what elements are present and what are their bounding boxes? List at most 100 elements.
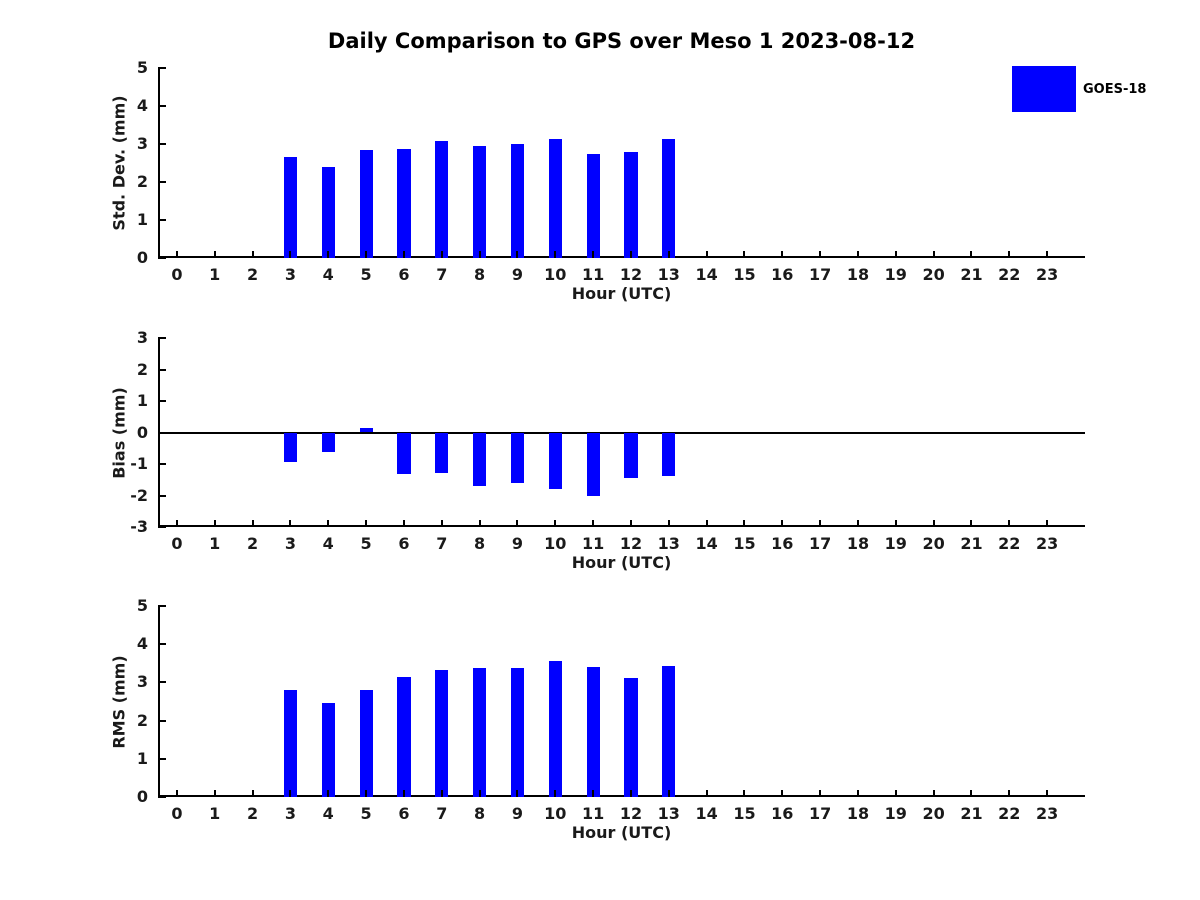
x-tick-label: 9 bbox=[511, 265, 523, 284]
y-tick bbox=[158, 181, 166, 183]
y-tick bbox=[158, 757, 166, 760]
x-tick-label: 15 bbox=[733, 534, 756, 553]
x-tick-label: 16 bbox=[771, 804, 794, 823]
x-tick-label: 18 bbox=[846, 804, 870, 823]
x-tick bbox=[554, 520, 557, 527]
y-tick-label: 3 bbox=[136, 672, 148, 692]
x-tick bbox=[516, 790, 519, 797]
y-tick bbox=[158, 105, 166, 107]
x-tick-label: 5 bbox=[360, 265, 372, 284]
bar-hour-9 bbox=[510, 432, 525, 483]
x-tick bbox=[970, 790, 973, 797]
x-tick-label: 20 bbox=[922, 534, 945, 553]
x-tick bbox=[1046, 790, 1049, 797]
y-tick bbox=[158, 643, 166, 646]
x-tick bbox=[932, 520, 935, 527]
y-tick bbox=[158, 463, 166, 465]
x-tick bbox=[1008, 790, 1011, 797]
x-tick bbox=[781, 520, 784, 527]
bar-hour-8 bbox=[473, 146, 487, 258]
x-tick-label: 3 bbox=[284, 534, 296, 553]
y-axis-label: Std. Dev. (mm) bbox=[109, 95, 129, 231]
x-axis-label: Hour (UTC) bbox=[571, 284, 672, 303]
y-tick-label: 1 bbox=[136, 210, 148, 229]
y-tick-label: 5 bbox=[136, 596, 148, 615]
x-tick-label: 0 bbox=[171, 265, 183, 284]
x-tick-label: 0 bbox=[171, 534, 183, 553]
bar-hour-10 bbox=[548, 139, 562, 258]
x-tick bbox=[705, 251, 708, 258]
x-tick-label: 10 bbox=[544, 265, 567, 284]
legend-swatch-goes18 bbox=[1012, 66, 1076, 112]
x-tick-label: 19 bbox=[884, 534, 907, 553]
x-tick-label: 1 bbox=[209, 804, 221, 823]
plot-area bbox=[158, 68, 1085, 258]
x-tick bbox=[175, 520, 178, 527]
x-tick-label: 23 bbox=[1036, 265, 1059, 284]
x-tick-label: 0 bbox=[171, 804, 183, 823]
x-tick bbox=[365, 520, 368, 527]
x-tick-label: 12 bbox=[619, 804, 643, 823]
y-tick-label: 2 bbox=[136, 710, 148, 730]
x-tick bbox=[629, 790, 632, 797]
x-tick bbox=[1008, 520, 1011, 527]
bar-hour-13 bbox=[662, 432, 676, 476]
zero-line bbox=[158, 431, 1085, 434]
x-tick bbox=[705, 790, 708, 797]
x-tick-label: 6 bbox=[398, 534, 410, 553]
y-tick-label: 4 bbox=[136, 96, 148, 115]
x-tick bbox=[213, 520, 216, 527]
x-tick bbox=[592, 520, 595, 527]
x-tick-label: 15 bbox=[733, 804, 756, 823]
x-tick-label: 2 bbox=[247, 804, 259, 823]
bar-hour-5 bbox=[359, 690, 373, 797]
x-tick bbox=[932, 251, 935, 258]
y-tick-label: 3 bbox=[136, 134, 148, 153]
y-tick-label: -3 bbox=[130, 517, 148, 536]
bar-hour-4 bbox=[321, 167, 335, 258]
bar-hour-10 bbox=[548, 661, 562, 797]
x-tick-label: 14 bbox=[695, 804, 718, 823]
x-tick-label: 6 bbox=[398, 265, 410, 284]
bar-hour-11 bbox=[586, 667, 600, 797]
bar-hour-8 bbox=[473, 668, 487, 797]
x-tick-label: 20 bbox=[922, 265, 945, 284]
figure-title: Daily Comparison to GPS over Meso 1 2023… bbox=[327, 29, 916, 53]
x-tick bbox=[478, 520, 481, 527]
x-tick bbox=[856, 251, 859, 258]
x-tick-label: 19 bbox=[884, 265, 907, 284]
bar-hour-6 bbox=[397, 677, 411, 797]
x-tick-label: 13 bbox=[657, 534, 680, 553]
x-tick bbox=[1046, 520, 1049, 527]
x-tick bbox=[327, 520, 330, 527]
y-tick bbox=[158, 143, 166, 145]
bar-hour-7 bbox=[435, 141, 449, 258]
x-tick bbox=[365, 251, 368, 258]
x-tick-label: 1 bbox=[209, 534, 221, 553]
x-tick bbox=[781, 790, 784, 797]
x-tick-label: 13 bbox=[657, 804, 680, 823]
x-tick-label: 2 bbox=[247, 534, 259, 553]
x-tick bbox=[970, 251, 973, 258]
x-tick bbox=[932, 790, 935, 797]
x-tick-label: 11 bbox=[581, 804, 605, 823]
x-tick-label: 14 bbox=[695, 265, 718, 284]
x-tick bbox=[289, 251, 292, 258]
x-tick bbox=[251, 520, 254, 527]
x-tick bbox=[365, 790, 368, 797]
x-tick-label: 21 bbox=[960, 804, 983, 823]
x-tick bbox=[629, 251, 632, 258]
bar-hour-12 bbox=[624, 151, 638, 258]
bar-hour-6 bbox=[397, 432, 411, 475]
x-tick bbox=[289, 520, 292, 527]
legend: GOES-18 bbox=[1012, 66, 1146, 112]
y-tick bbox=[158, 400, 166, 402]
bar-hour-8 bbox=[473, 432, 487, 487]
y-tick-label: 0 bbox=[136, 787, 148, 806]
bar-hour-6 bbox=[397, 148, 411, 258]
bar-hour-12 bbox=[624, 432, 638, 478]
x-tick bbox=[743, 520, 746, 527]
x-tick-label: 18 bbox=[846, 534, 870, 553]
x-tick-label: 17 bbox=[809, 804, 832, 823]
